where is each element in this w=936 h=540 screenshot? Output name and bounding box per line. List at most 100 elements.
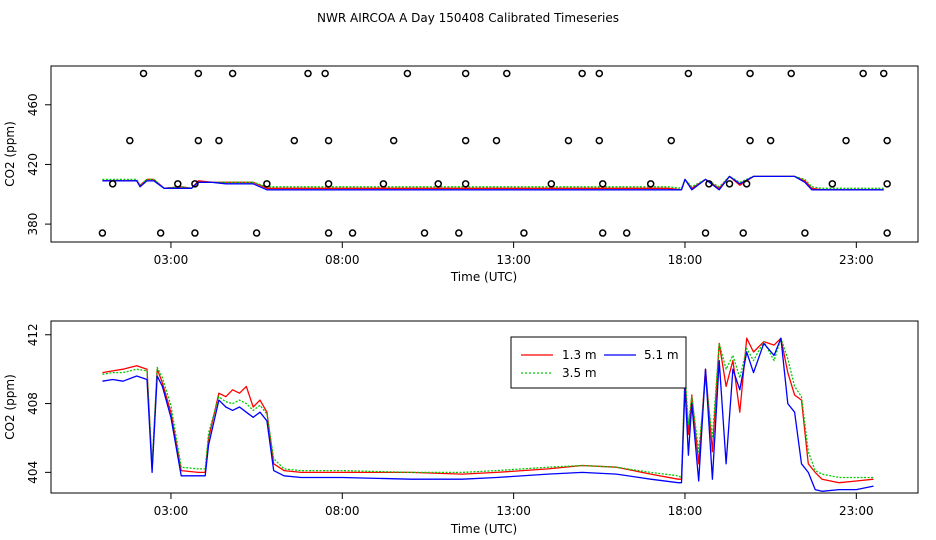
panel-1-point-0-12 bbox=[787, 69, 795, 78]
legend: 1.3 m 3.5 m 5.1 m bbox=[510, 336, 687, 389]
panel-1-point-0-10 bbox=[684, 69, 693, 78]
panel-1-point-0-2 bbox=[228, 69, 237, 78]
panel-1-point-1-10 bbox=[667, 136, 676, 145]
panel-1-ylabel: CO2 (ppm) bbox=[3, 121, 17, 187]
panel-1-x-tick-label-3: 18:00 bbox=[668, 253, 703, 267]
panel-1-point-0-4 bbox=[321, 69, 329, 78]
panel-1-point-0-14 bbox=[879, 69, 888, 78]
panel-2-ylabel: CO2 (ppm) bbox=[3, 374, 17, 440]
panel-1-point-2-1 bbox=[174, 180, 182, 188]
panel-1-point-2-14 bbox=[828, 180, 837, 188]
panel-1-point-2-4 bbox=[324, 180, 333, 188]
panel-1-point-3-14 bbox=[883, 229, 891, 237]
panel-1-point-1-13 bbox=[842, 136, 850, 145]
panel-1-point-1-1 bbox=[194, 136, 203, 145]
panel-1-point-2-2 bbox=[191, 180, 199, 188]
panel-1-point-3-13 bbox=[801, 229, 809, 237]
panel-1-y-tick-label-1: 420 bbox=[26, 153, 40, 176]
panel-1: 380 420 460 03:00 08:00 13:00 18:00 23:00 Time… bbox=[3, 65, 919, 284]
panel-1-point-0-7 bbox=[503, 69, 511, 78]
panel-1-point-1-4 bbox=[324, 136, 333, 145]
panel-1-point-3-1 bbox=[156, 229, 165, 237]
panel-1-point-0-11 bbox=[746, 69, 754, 78]
panel-1-point-3-8 bbox=[520, 229, 528, 237]
panel-1-frame bbox=[50, 65, 919, 243]
panel-1-point-0-9 bbox=[595, 69, 604, 78]
panel-1-point-1-8 bbox=[564, 136, 573, 145]
panel-1-point-1-9 bbox=[595, 136, 604, 145]
panel-1-point-3-5 bbox=[348, 229, 357, 237]
chart-title: NWR AIRCOA A Day 150408 Calibrated Times… bbox=[317, 11, 619, 25]
panel-1-point-2-3 bbox=[263, 180, 271, 188]
panel-2-x-tick-label-1: 08:00 bbox=[325, 504, 360, 518]
panel-1-point-1-6 bbox=[461, 136, 470, 145]
panel-1-points bbox=[98, 69, 891, 237]
panel-1-point-0-0 bbox=[139, 69, 148, 78]
panel-2-series-line-1 bbox=[102, 337, 874, 479]
panel-1-point-2-10 bbox=[646, 180, 655, 188]
panel-2-x-ticks: 03:00 08:00 13:00 18:00 23:00 bbox=[154, 493, 874, 518]
panel-1-point-3-7 bbox=[455, 229, 463, 237]
panel-1-point-1-5 bbox=[389, 136, 398, 145]
panel-1-point-3-4 bbox=[324, 229, 333, 237]
panel-1-point-0-6 bbox=[461, 69, 470, 78]
panel-1-point-0-8 bbox=[578, 69, 586, 78]
panel-2-xlabel: Time (UTC) bbox=[450, 522, 517, 536]
panel-1-point-3-2 bbox=[191, 229, 199, 237]
panel-1-point-3-3 bbox=[252, 229, 261, 237]
panel-1-point-0-3 bbox=[304, 69, 312, 78]
panel-2-y-tick-label-0: 404 bbox=[26, 461, 40, 484]
panel-1-point-1-3 bbox=[290, 136, 299, 145]
panel-1-point-0-13 bbox=[859, 69, 867, 78]
panel-2-y-ticks: 404 408 412 bbox=[26, 323, 51, 484]
panel-1-series-line-2 bbox=[102, 175, 884, 191]
panel-1-point-2-6 bbox=[434, 180, 442, 188]
panel-2-y-tick-label-1: 408 bbox=[26, 392, 40, 415]
panel-1-point-3-12 bbox=[739, 229, 747, 237]
panel-1-x-ticks: 03:00 08:00 13:00 18:00 23:00 bbox=[154, 242, 874, 267]
panel-1-point-2-13 bbox=[742, 180, 751, 188]
panel-1-point-1-12 bbox=[766, 136, 775, 145]
panel-2-x-tick-label-0: 03:00 bbox=[154, 504, 189, 518]
panel-1-x-tick-label-1: 08:00 bbox=[325, 253, 360, 267]
legend-label-3: 5.1 m bbox=[644, 348, 679, 362]
panel-2-series bbox=[102, 337, 874, 492]
panel-1-point-1-2 bbox=[215, 136, 223, 145]
panel-1-y-ticks: 380 420 460 bbox=[26, 93, 51, 236]
panel-1-point-3-6 bbox=[420, 229, 429, 237]
panel-1-point-2-0 bbox=[108, 180, 117, 188]
panel-1-point-3-11 bbox=[701, 229, 710, 237]
panel-1-point-3-10 bbox=[622, 229, 631, 237]
panel-2-x-tick-label-4: 23:00 bbox=[839, 504, 874, 518]
panel-2-series-line-0 bbox=[102, 337, 874, 484]
panel-2-series-line-2 bbox=[102, 337, 874, 492]
panel-2: 404 408 412 03:00 08:00 13:00 18:00 23:00 Time… bbox=[3, 320, 919, 536]
panel-1-series bbox=[102, 175, 884, 191]
panel-1-y-tick-label-2: 460 bbox=[26, 93, 40, 116]
panel-1-point-1-7 bbox=[492, 136, 501, 145]
panel-1-point-2-12 bbox=[725, 180, 734, 188]
panel-1-point-3-0 bbox=[98, 229, 107, 237]
panel-1-point-2-8 bbox=[547, 180, 556, 188]
panel-1-point-2-7 bbox=[461, 180, 470, 188]
panel-1-x-tick-label-0: 03:00 bbox=[154, 253, 189, 267]
panel-2-y-tick-label-2: 412 bbox=[26, 323, 40, 346]
panel-1-point-1-11 bbox=[746, 136, 754, 145]
panel-1-point-1-14 bbox=[883, 136, 891, 145]
panel-1-y-tick-label-0: 380 bbox=[26, 213, 40, 236]
panel-1-point-0-5 bbox=[403, 69, 412, 78]
panel-1-x-tick-label-2: 13:00 bbox=[496, 253, 531, 267]
panel-1-point-2-15 bbox=[883, 180, 891, 188]
panel-1-point-3-9 bbox=[598, 229, 607, 237]
panel-1-point-2-5 bbox=[379, 180, 388, 188]
legend-box bbox=[510, 336, 687, 389]
panel-1-point-1-0 bbox=[126, 136, 134, 145]
panel-1-xlabel: Time (UTC) bbox=[450, 270, 517, 284]
panel-1-point-0-1 bbox=[194, 69, 203, 78]
panel-1-point-2-9 bbox=[598, 180, 607, 188]
legend-label-1: 1.3 m bbox=[562, 348, 597, 362]
panel-2-frame bbox=[50, 320, 919, 494]
panel-1-x-tick-label-4: 23:00 bbox=[839, 253, 874, 267]
panel-2-x-tick-label-2: 13:00 bbox=[496, 504, 531, 518]
